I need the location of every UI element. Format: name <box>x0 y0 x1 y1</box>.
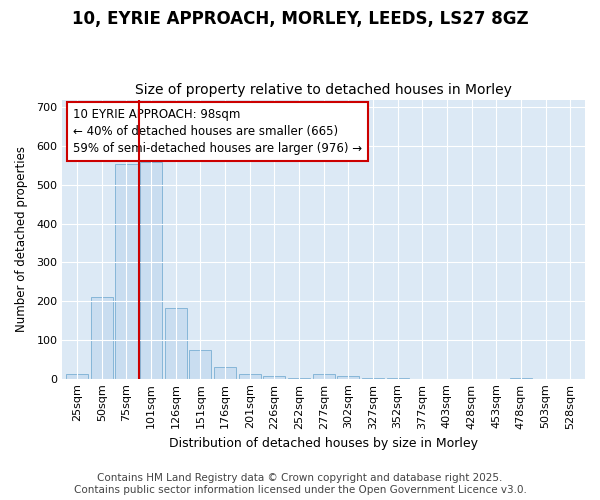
Bar <box>263 376 286 378</box>
X-axis label: Distribution of detached houses by size in Morley: Distribution of detached houses by size … <box>169 437 478 450</box>
Text: 10 EYRIE APPROACH: 98sqm
← 40% of detached houses are smaller (665)
59% of semi-: 10 EYRIE APPROACH: 98sqm ← 40% of detach… <box>73 108 362 155</box>
Bar <box>164 308 187 378</box>
Bar <box>66 374 88 378</box>
Title: Size of property relative to detached houses in Morley: Size of property relative to detached ho… <box>135 83 512 97</box>
Bar <box>214 367 236 378</box>
Bar <box>91 298 113 378</box>
Bar <box>337 376 359 378</box>
Bar <box>189 350 211 378</box>
Y-axis label: Number of detached properties: Number of detached properties <box>15 146 28 332</box>
Text: Contains HM Land Registry data © Crown copyright and database right 2025.
Contai: Contains HM Land Registry data © Crown c… <box>74 474 526 495</box>
Bar <box>115 164 137 378</box>
Text: 10, EYRIE APPROACH, MORLEY, LEEDS, LS27 8GZ: 10, EYRIE APPROACH, MORLEY, LEEDS, LS27 … <box>71 10 529 28</box>
Bar <box>313 374 335 378</box>
Bar <box>140 162 162 378</box>
Bar <box>239 374 261 378</box>
